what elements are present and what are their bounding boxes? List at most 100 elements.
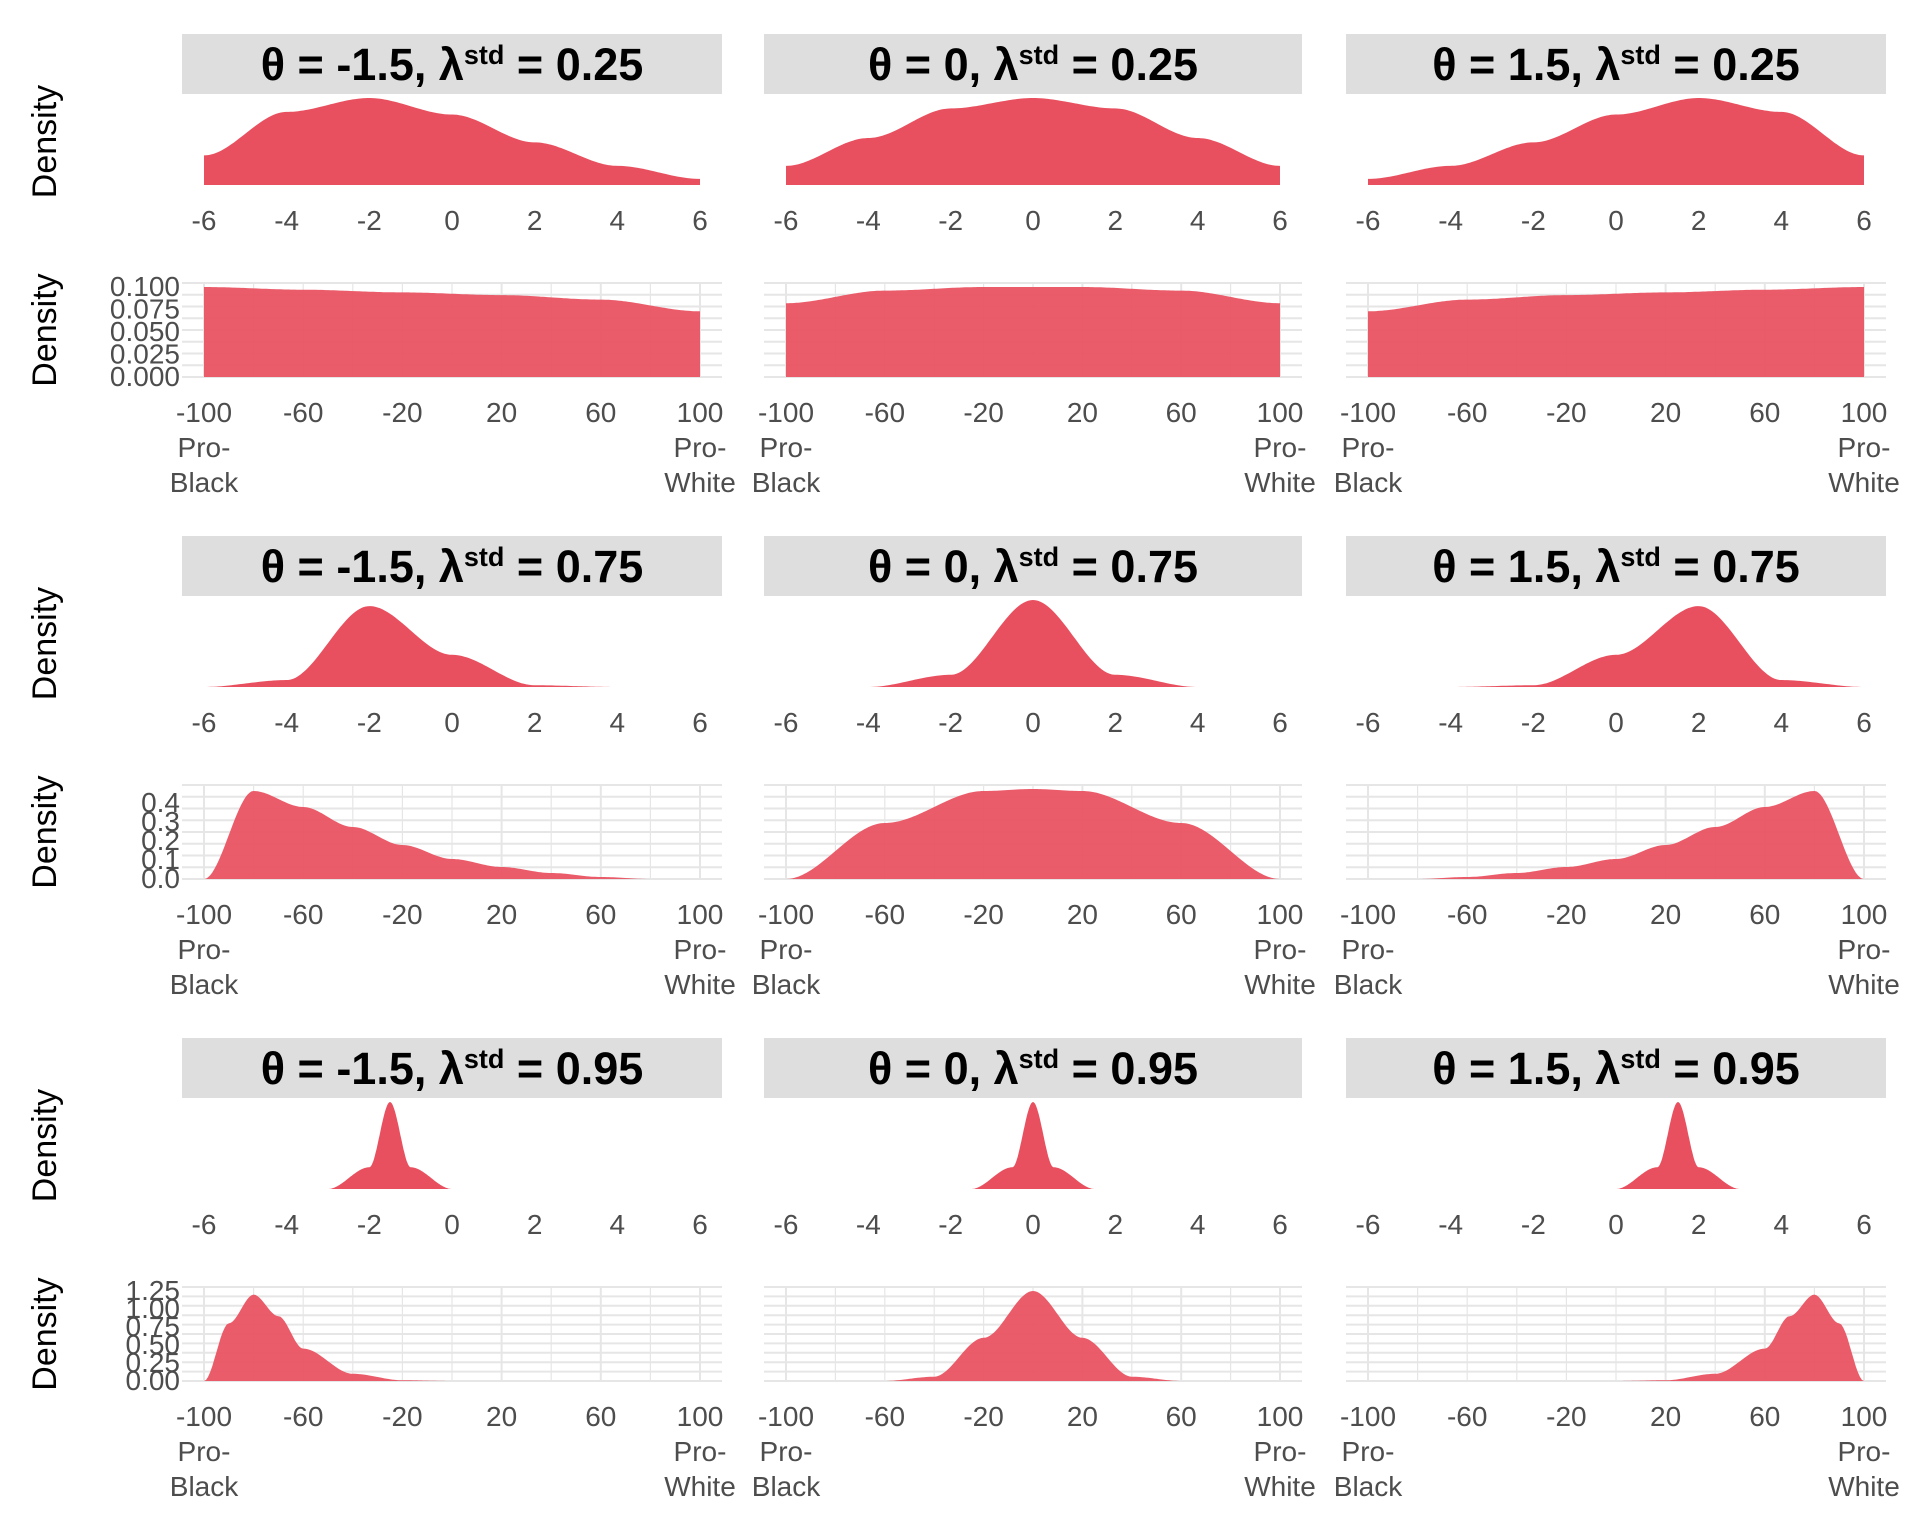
facet-strip-label: θ = 0, λstd = 0.95 (868, 1043, 1198, 1094)
pro-black-label: Pro- (760, 432, 813, 463)
x-tick-label: 0 (444, 707, 460, 738)
pro-white-label: Pro- (674, 934, 727, 965)
x-tick-label: 6 (1272, 1209, 1288, 1240)
x-tick-label: -100 (1340, 899, 1396, 930)
x-tick-label: 20 (1067, 899, 1098, 930)
x-tick-label: 4 (1190, 707, 1206, 738)
y-tick-label: 0.075 (110, 294, 180, 325)
x-tick-label: 100 (1257, 397, 1304, 428)
pro-black-label: Black (1334, 1471, 1403, 1502)
x-tick-label: -20 (382, 1401, 422, 1432)
x-tick-label: 2 (1108, 205, 1124, 236)
x-tick-label: 4 (1774, 205, 1790, 236)
x-tick-label: 100 (1257, 899, 1304, 930)
latent-density-area (1616, 1102, 1740, 1189)
facet-strip (764, 34, 1302, 94)
observed-density-area (204, 1294, 700, 1381)
x-tick-label: -60 (283, 899, 323, 930)
x-tick-label: -20 (1546, 1401, 1586, 1432)
x-tick-label: 100 (677, 397, 724, 428)
pro-black-label: Black (1334, 467, 1403, 498)
pro-black-label: Black (752, 1471, 821, 1502)
x-tick-label: -60 (865, 899, 905, 930)
pro-white-label: Pro- (1254, 934, 1307, 965)
x-tick-label: -2 (938, 1209, 963, 1240)
pro-white-label: Pro- (1838, 432, 1891, 463)
pro-white-label: Pro- (1838, 1436, 1891, 1467)
x-tick-label: 0 (1608, 205, 1624, 236)
x-tick-label: -100 (176, 899, 232, 930)
y-axis-title: Density (26, 1277, 64, 1390)
x-tick-label: -6 (1356, 205, 1381, 236)
x-tick-label: 60 (1749, 397, 1780, 428)
y-tick-label: 0.25 (126, 1347, 181, 1378)
x-tick-label: 6 (1272, 205, 1288, 236)
x-tick-label: -6 (192, 1209, 217, 1240)
x-tick-label: -6 (774, 1209, 799, 1240)
x-tick-label: -20 (963, 1401, 1003, 1432)
latent-density-area (786, 98, 1280, 185)
x-tick-label: 6 (1856, 205, 1872, 236)
facet-strip (1346, 1038, 1886, 1098)
x-tick-label: 4 (1190, 1209, 1206, 1240)
facet-strip-label: θ = 1.5, λstd = 0.95 (1432, 1043, 1800, 1094)
pro-white-label: Pro- (1254, 1436, 1307, 1467)
pro-white-label: White (1828, 969, 1900, 1000)
x-tick-label: -6 (1356, 1209, 1381, 1240)
y-tick-label: 0.00 (126, 1365, 181, 1396)
x-tick-label: 2 (1108, 1209, 1124, 1240)
y-tick-label: 1.25 (126, 1275, 181, 1306)
x-tick-label: 2 (1691, 707, 1707, 738)
y-tick-label: 0.100 (110, 271, 180, 302)
pro-black-label: Black (170, 1471, 239, 1502)
x-tick-label: 0 (444, 1209, 460, 1240)
x-tick-label: 4 (1190, 205, 1206, 236)
x-tick-label: 0 (1025, 707, 1041, 738)
x-tick-label: -100 (176, 397, 232, 428)
x-tick-label: 20 (486, 1401, 517, 1432)
x-tick-label: 60 (1166, 1401, 1197, 1432)
x-tick-label: -2 (938, 707, 963, 738)
x-tick-label: 100 (677, 899, 724, 930)
x-tick-label: -100 (758, 1401, 814, 1432)
x-tick-label: -100 (1340, 1401, 1396, 1432)
x-tick-label: 2 (527, 1209, 543, 1240)
pro-black-label: Black (170, 969, 239, 1000)
y-tick-label: 0.50 (126, 1329, 181, 1360)
y-tick-label: 0.4 (141, 787, 180, 818)
facet-strip (182, 536, 722, 596)
x-tick-label: -6 (1356, 707, 1381, 738)
x-tick-label: 0 (1025, 205, 1041, 236)
x-tick-label: -60 (283, 397, 323, 428)
x-tick-label: 60 (585, 397, 616, 428)
pro-black-label: Pro- (760, 1436, 813, 1467)
facet-strip-label: θ = 1.5, λstd = 0.25 (1432, 39, 1800, 90)
x-tick-label: -4 (274, 1209, 299, 1240)
facet-strip-label: θ = 0, λstd = 0.25 (868, 39, 1198, 90)
y-tick-label: 0.1 (141, 844, 180, 875)
x-tick-label: -2 (1521, 707, 1546, 738)
pro-white-label: White (664, 467, 736, 498)
pro-black-label: Black (752, 969, 821, 1000)
facet-strip-label: θ = -1.5, λstd = 0.75 (261, 541, 644, 592)
observed-density-area (786, 287, 1280, 377)
x-tick-label: -2 (1521, 1209, 1546, 1240)
facet-strip-label: θ = 0, λstd = 0.75 (868, 541, 1198, 592)
x-tick-label: -60 (1447, 899, 1487, 930)
observed-density-area (204, 791, 700, 879)
x-tick-label: -20 (963, 397, 1003, 428)
facet-strip (764, 1038, 1302, 1098)
x-tick-label: -20 (1546, 397, 1586, 428)
pro-black-label: Pro- (760, 934, 813, 965)
x-tick-label: 6 (1856, 707, 1872, 738)
pro-white-label: Pro- (1254, 432, 1307, 463)
pro-black-label: Pro- (178, 934, 231, 965)
latent-density-area (328, 1102, 452, 1189)
x-tick-label: -100 (758, 397, 814, 428)
x-tick-label: -60 (283, 1401, 323, 1432)
x-tick-label: -6 (774, 707, 799, 738)
x-tick-label: 100 (1257, 1401, 1304, 1432)
facet-strip-label: θ = -1.5, λstd = 0.95 (261, 1043, 644, 1094)
y-tick-label: 0.75 (126, 1311, 181, 1342)
